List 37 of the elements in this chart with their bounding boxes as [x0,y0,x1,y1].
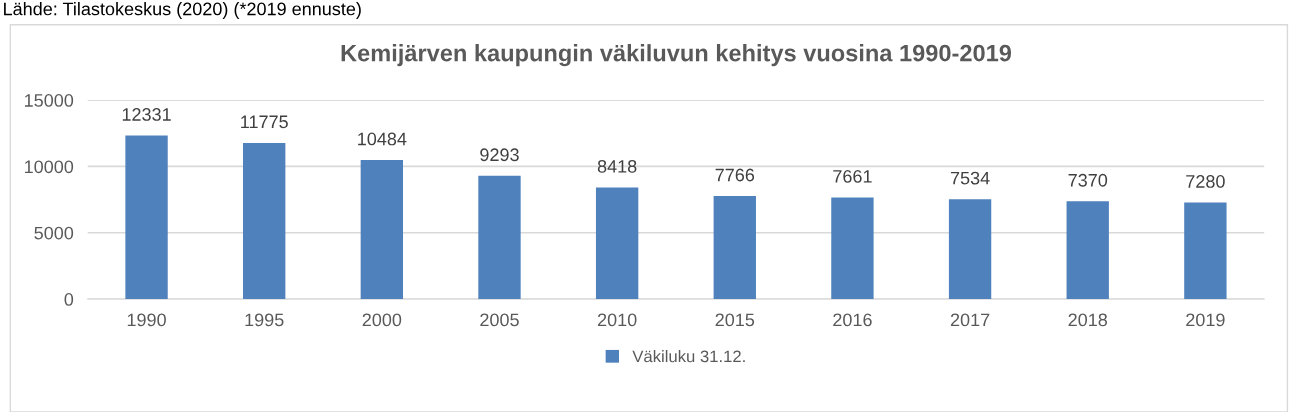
x-tick-label: 1995 [245,313,284,327]
legend-label: Väkiluku 31.12. [632,350,745,363]
y-tick-label: 5000 [34,226,74,240]
x-tick-label: 2005 [480,313,519,327]
data-label: 7766 [715,168,755,182]
x-tick-label: 2016 [833,313,872,327]
x-tick-label: 2019 [1186,313,1225,327]
data-label: 7280 [1186,175,1225,188]
x-tick-label: 2017 [950,313,990,327]
y-tick-label: 15000 [25,94,74,107]
y-tick-label: 10000 [25,160,74,174]
x-tick-label: 2000 [362,313,402,327]
bar [1184,202,1227,300]
data-label: 9293 [480,148,519,162]
y-tick-label: 0 [64,293,74,306]
bar [948,199,992,300]
data-label: 10484 [358,132,407,146]
bar [595,187,639,300]
bar [360,160,404,300]
bar [713,196,756,300]
data-label: 8418 [597,159,637,173]
data-label: 7661 [833,170,872,183]
bar [478,175,521,300]
bar [243,142,286,300]
x-tick-label: 2010 [597,313,637,327]
text: Lähde: Tilastokeskus (2020) (*2019 ennuste) [4,2,361,19]
data-label: 7370 [1068,173,1108,187]
data-label: 11775 [241,115,288,129]
x-tick-label: 2015 [715,313,755,327]
data-label: 7534 [950,171,990,185]
data-label: 12331 [122,108,171,121]
bar [125,135,168,300]
chart-title: Kemijärven kaupungin väkiluvun kehitys vuosina 1990-2019 [341,44,1012,67]
x-tick-label: 2018 [1068,313,1108,327]
x-tick-label: 1990 [127,313,166,327]
bar [1066,201,1109,300]
bar [831,197,874,300]
